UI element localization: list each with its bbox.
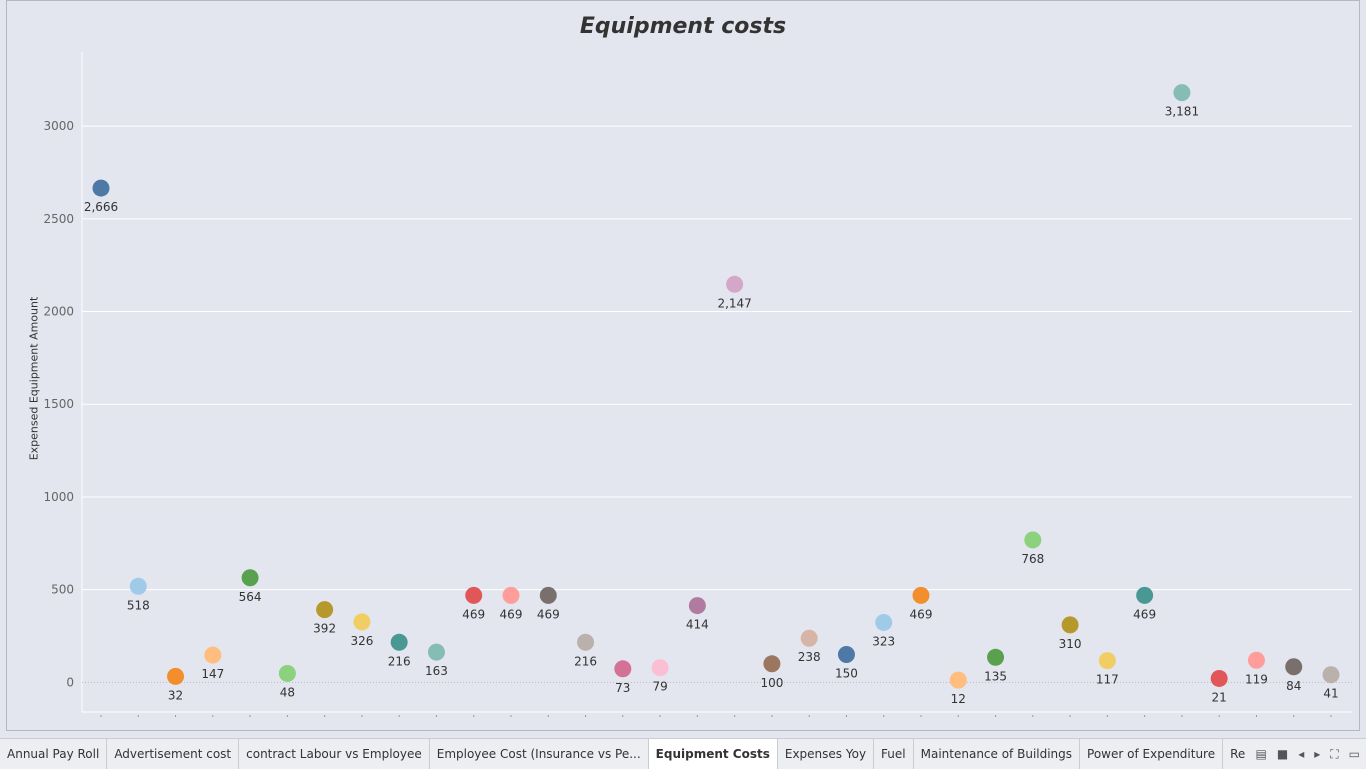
data-point bbox=[1285, 658, 1303, 676]
data-point bbox=[1061, 616, 1079, 634]
data-point bbox=[987, 648, 1005, 666]
data-point bbox=[875, 613, 893, 631]
data-label: 163 bbox=[425, 664, 448, 678]
data-label: 323 bbox=[872, 634, 895, 648]
y-tick-label: 1000 bbox=[43, 490, 74, 504]
data-point bbox=[651, 659, 669, 677]
data-point bbox=[1098, 652, 1116, 670]
data-label: 32 bbox=[168, 688, 183, 702]
data-label: 117 bbox=[1096, 673, 1119, 687]
presentation-mode-icon[interactable]: ▭ bbox=[1348, 747, 1360, 761]
data-label: 84 bbox=[1286, 679, 1301, 693]
data-label: 147 bbox=[201, 667, 224, 681]
data-point bbox=[167, 667, 185, 685]
data-label: 518 bbox=[127, 598, 150, 612]
y-tick-label: 2000 bbox=[43, 305, 74, 319]
data-label: 2,666 bbox=[84, 200, 118, 214]
data-point bbox=[353, 613, 371, 631]
data-point bbox=[1136, 586, 1154, 604]
sheet-tab-bar: Annual Pay Roll Advertisement cost contrac… bbox=[0, 738, 1366, 769]
data-label: 238 bbox=[798, 650, 821, 664]
data-point bbox=[1024, 531, 1042, 549]
scatter-plot: 0 500 1000 1500 2000 2500 3000 2,666 518 32 147 564… bbox=[43, 52, 1352, 717]
data-label: 469 bbox=[500, 607, 523, 621]
sheet-tabs: Annual Pay Roll Advertisement cost contrac… bbox=[0, 739, 1313, 769]
data-point bbox=[129, 577, 147, 595]
data-point bbox=[390, 633, 408, 651]
data-label: 41 bbox=[1323, 687, 1338, 701]
sheet-tab[interactable]: Annual Pay Roll bbox=[0, 739, 108, 769]
data-point bbox=[1173, 84, 1191, 102]
sheet-tab[interactable]: Fuel bbox=[874, 739, 914, 769]
previous-sheet-icon[interactable]: ◂ bbox=[1298, 747, 1305, 761]
data-label: 12 bbox=[951, 692, 966, 706]
data-label: 100 bbox=[760, 676, 783, 690]
data-label: 216 bbox=[574, 654, 597, 668]
data-label: 469 bbox=[537, 607, 560, 621]
data-point bbox=[949, 671, 967, 689]
sheet-tab[interactable]: Power of Expenditure bbox=[1080, 739, 1224, 769]
sheet-sorter-icon[interactable]: ▤ bbox=[1255, 747, 1267, 761]
y-tick-label: 2500 bbox=[43, 212, 74, 226]
y-tick-label: 500 bbox=[51, 583, 74, 597]
data-label: 21 bbox=[1212, 690, 1227, 704]
data-point bbox=[465, 586, 483, 604]
data-label: 119 bbox=[1245, 672, 1268, 686]
data-point bbox=[241, 569, 259, 587]
sheet-tab[interactable]: Expenses Yoy bbox=[778, 739, 875, 769]
data-label: 469 bbox=[462, 607, 485, 621]
data-label: 310 bbox=[1059, 637, 1082, 651]
data-label: 79 bbox=[652, 680, 667, 694]
data-point bbox=[1210, 669, 1228, 687]
data-label: 216 bbox=[388, 654, 411, 668]
data-point bbox=[1322, 666, 1340, 684]
data-point bbox=[688, 597, 706, 615]
data-point bbox=[726, 275, 744, 293]
data-label: 326 bbox=[350, 634, 373, 648]
data-point bbox=[502, 586, 520, 604]
data-label: 469 bbox=[1133, 607, 1156, 621]
data-label: 414 bbox=[686, 618, 709, 632]
fullscreen-icon[interactable]: ⛶ bbox=[1330, 746, 1339, 761]
data-point bbox=[92, 179, 110, 197]
data-label: 150 bbox=[835, 667, 858, 681]
data-point bbox=[577, 633, 595, 651]
next-sheet-icon[interactable]: ▸ bbox=[1314, 747, 1321, 761]
data-label: 392 bbox=[313, 622, 336, 636]
data-label: 135 bbox=[984, 669, 1007, 683]
data-label: 3,181 bbox=[1165, 105, 1199, 119]
data-point bbox=[1247, 651, 1265, 669]
chart-title: Equipment costs bbox=[579, 14, 787, 39]
data-point bbox=[427, 643, 445, 661]
filmstrip-icon[interactable]: ■ bbox=[1276, 747, 1289, 761]
sheet-tab[interactable]: Employee Cost (Insurance vs Pe... bbox=[430, 739, 649, 769]
data-label: 2,147 bbox=[717, 296, 751, 310]
chart-frame bbox=[6, 0, 1360, 731]
sheet-tab[interactable]: Advertisement cost bbox=[107, 739, 240, 769]
data-point bbox=[204, 646, 222, 664]
data-point bbox=[912, 586, 930, 604]
data-point bbox=[316, 601, 334, 619]
data-point bbox=[614, 660, 632, 678]
sheet-tab[interactable]: Equipment Costs bbox=[648, 739, 778, 769]
data-point bbox=[763, 655, 781, 673]
sheet-tab[interactable]: Maintenance of Buildings bbox=[914, 739, 1081, 769]
data-label: 469 bbox=[910, 607, 933, 621]
data-label: 564 bbox=[239, 590, 262, 604]
y-tick-label: 0 bbox=[66, 675, 74, 689]
tab-controls: ▤ ■ ◂ ▸ ⛶ ▭ bbox=[1245, 739, 1360, 769]
sheet-tab[interactable]: contract Labour vs Employee bbox=[239, 739, 430, 769]
y-tick-label: 1500 bbox=[43, 397, 74, 411]
data-label: 73 bbox=[615, 681, 630, 695]
data-point bbox=[800, 629, 818, 647]
y-tick-label: 3000 bbox=[43, 119, 74, 133]
data-point bbox=[539, 586, 557, 604]
data-point bbox=[837, 646, 855, 664]
data-label: 48 bbox=[280, 685, 295, 699]
data-point bbox=[278, 664, 296, 682]
data-label: 768 bbox=[1021, 552, 1044, 566]
